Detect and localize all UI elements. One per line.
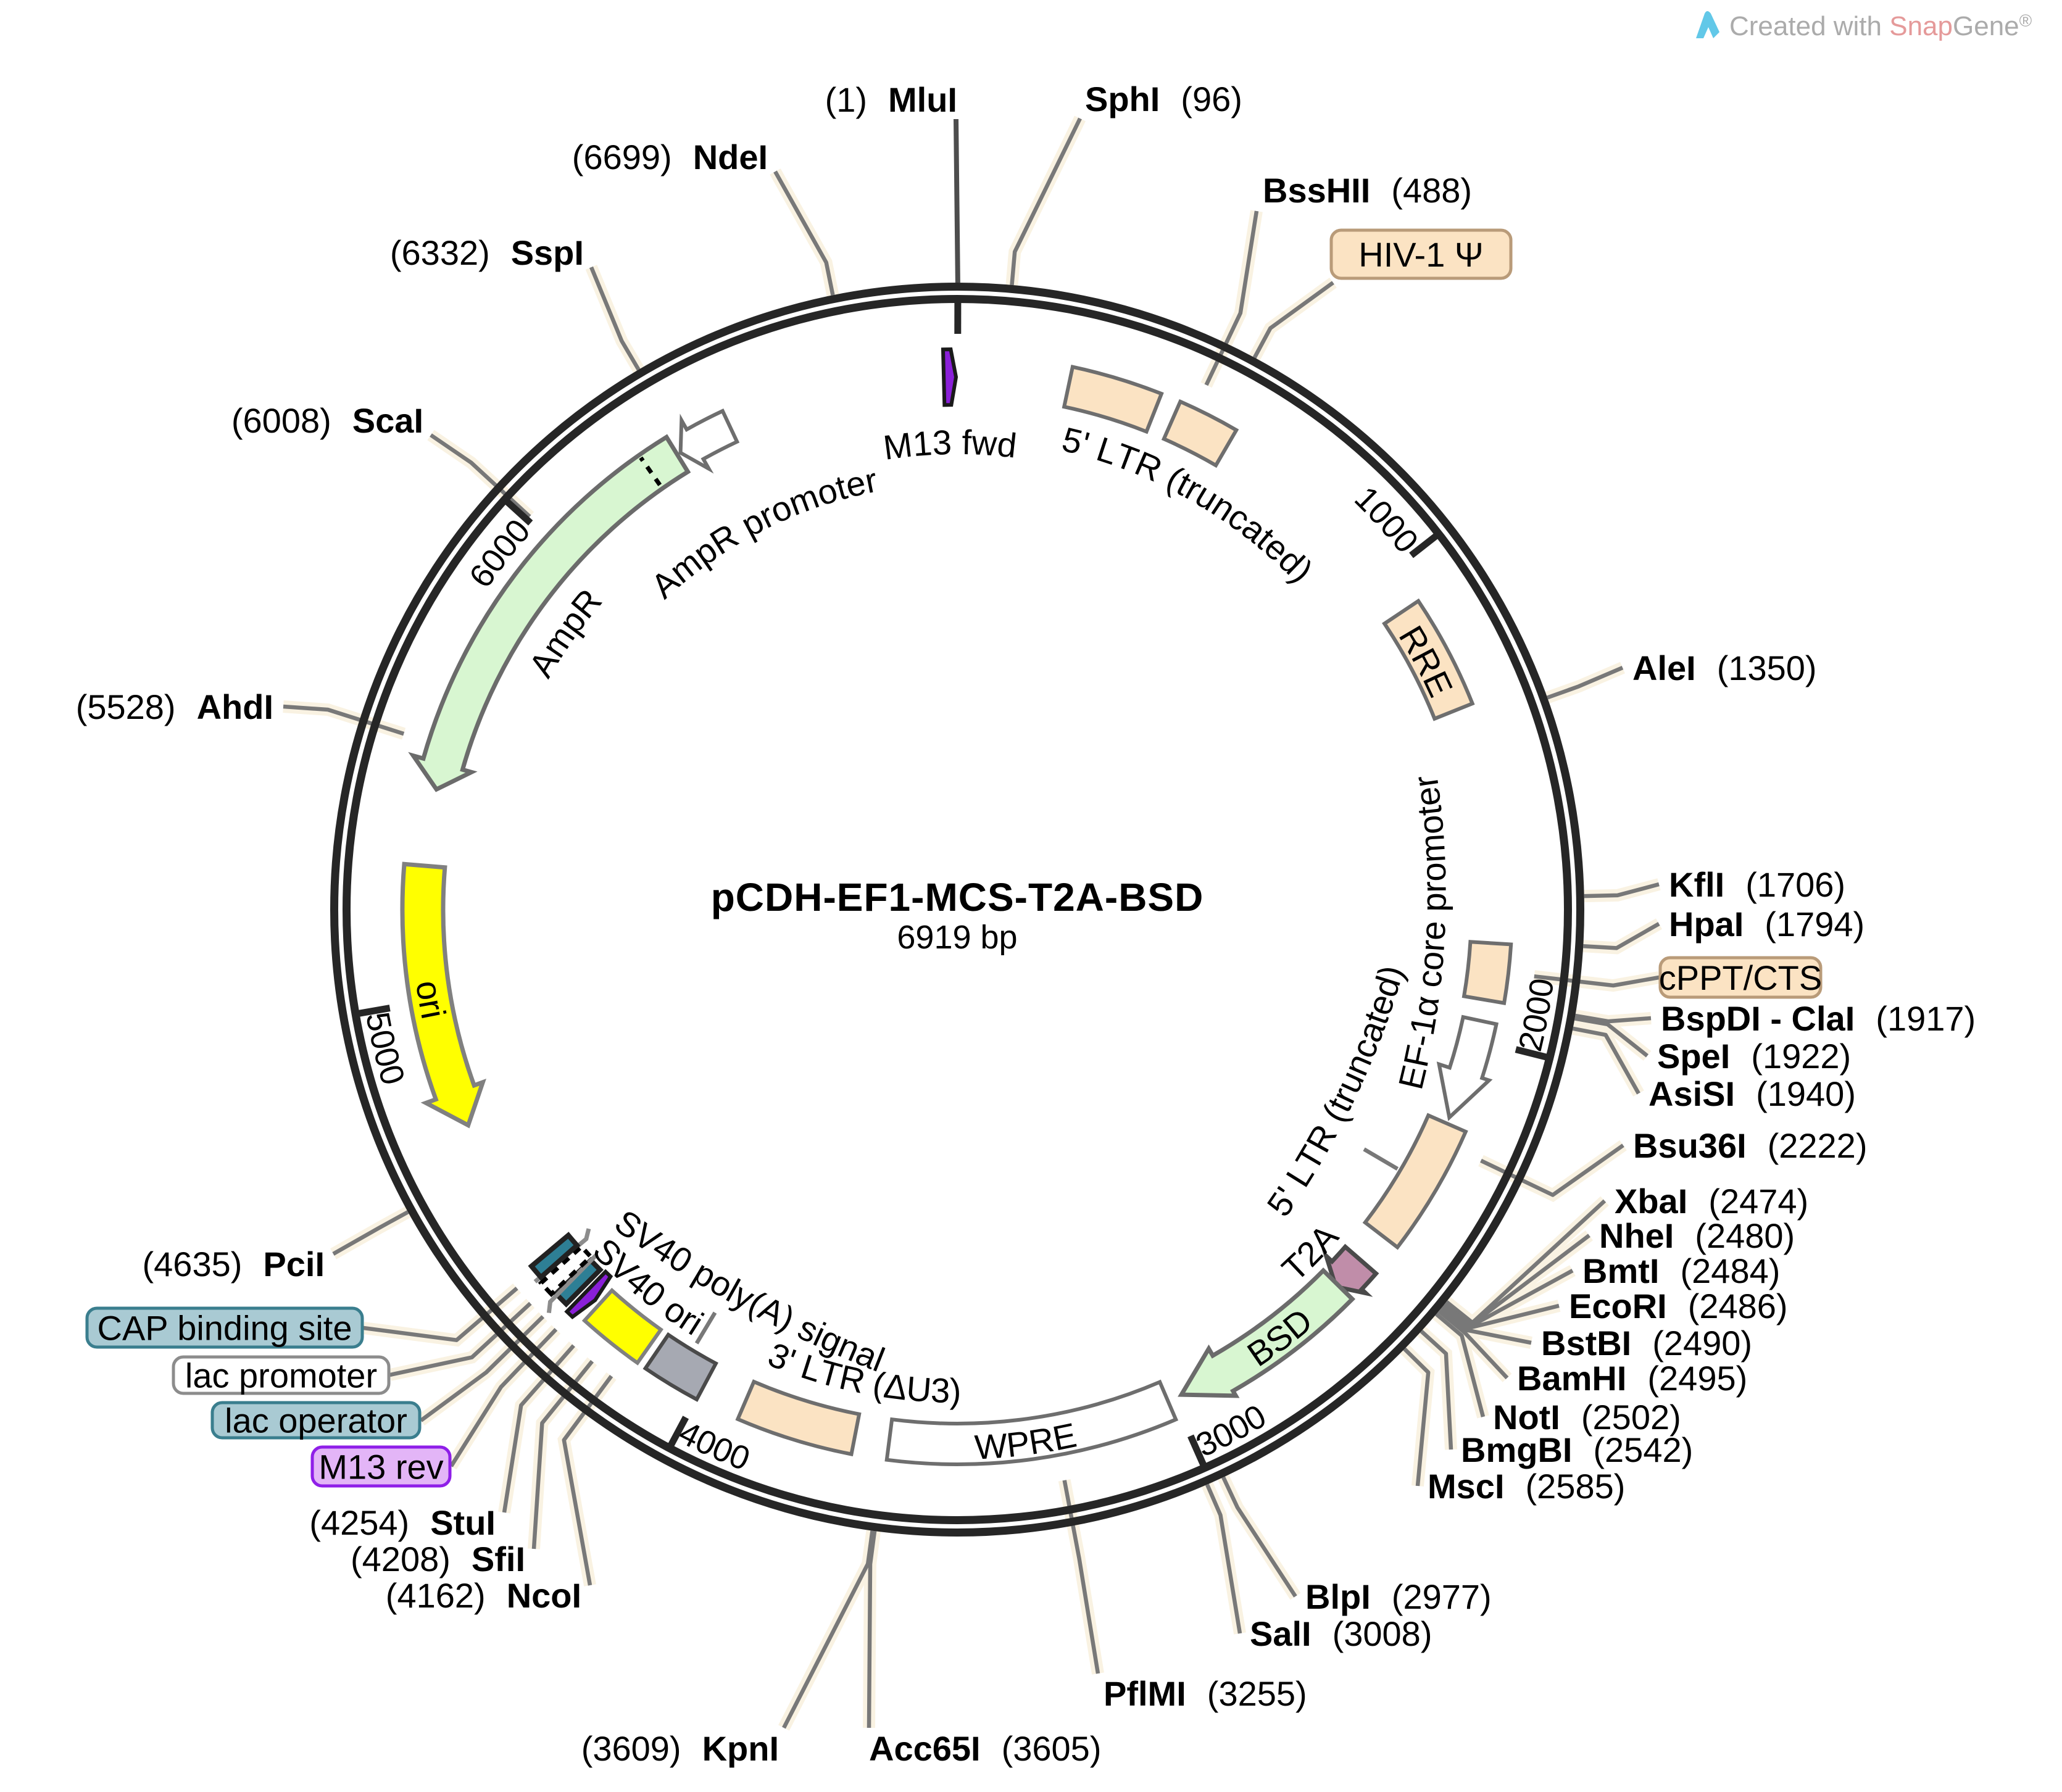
svg-text:MscI: MscI — [1428, 1467, 1505, 1506]
svg-text:BmgBI: BmgBI — [1461, 1430, 1572, 1469]
svg-text:SspI: SspI — [511, 233, 584, 272]
svg-text:1: 1 — [912, 423, 934, 463]
svg-text:(2977): (2977) — [1392, 1577, 1492, 1616]
svg-text:Created with SnapGene®: Created with SnapGene® — [1729, 11, 2032, 41]
svg-text:o: o — [1411, 950, 1451, 972]
svg-text:(1): (1) — [825, 80, 867, 119]
svg-text:NcoI: NcoI — [507, 1576, 581, 1615]
svg-text:o: o — [1414, 862, 1453, 882]
svg-text:3: 3 — [932, 423, 952, 462]
svg-text:NdeI: NdeI — [693, 138, 768, 176]
svg-text:M: M — [881, 425, 915, 467]
svg-text:M13 rev: M13 rev — [318, 1448, 443, 1487]
svg-text:(3008): (3008) — [1332, 1614, 1432, 1653]
svg-text:e: e — [1413, 920, 1453, 941]
svg-text:NotI: NotI — [1493, 1398, 1560, 1437]
svg-text:Bsu36I: Bsu36I — [1633, 1126, 1747, 1165]
svg-text:CAP binding site: CAP binding site — [98, 1309, 352, 1348]
svg-text:(488): (488) — [1391, 171, 1472, 210]
svg-text:BssHII: BssHII — [1263, 171, 1370, 210]
svg-text:ScaI: ScaI — [352, 401, 423, 440]
svg-text:BstBI: BstBI — [1541, 1324, 1631, 1363]
svg-text:(2542): (2542) — [1593, 1430, 1693, 1469]
svg-text:(4635): (4635) — [143, 1245, 243, 1284]
svg-text:(4208): (4208) — [351, 1540, 451, 1578]
svg-text:pCDH-EF1-MCS-T2A-BSD: pCDH-EF1-MCS-T2A-BSD — [711, 875, 1204, 919]
svg-text:AsiSI: AsiSI — [1648, 1074, 1735, 1113]
svg-text:EcoRI: EcoRI — [1569, 1287, 1667, 1325]
svg-text:(6699): (6699) — [572, 138, 672, 176]
svg-text:r: r — [1412, 939, 1452, 953]
svg-text:(2495): (2495) — [1647, 1359, 1747, 1398]
svg-text:KflI: KflI — [1669, 865, 1724, 904]
svg-text:(1350): (1350) — [1717, 649, 1817, 687]
svg-text:(2585): (2585) — [1526, 1467, 1626, 1506]
svg-text:NheI: NheI — [1599, 1216, 1674, 1255]
svg-text:3: 3 — [930, 1371, 950, 1410]
svg-text:lac promoter: lac promoter — [185, 1356, 377, 1395]
svg-text:(6332): (6332) — [390, 233, 490, 272]
svg-text:(6008): (6008) — [231, 401, 331, 440]
svg-text:(1922): (1922) — [1751, 1037, 1851, 1076]
svg-text:R: R — [1026, 1419, 1057, 1462]
svg-text:BlpI: BlpI — [1305, 1577, 1371, 1616]
svg-text:(2484): (2484) — [1681, 1251, 1781, 1290]
svg-text:U: U — [905, 1369, 933, 1409]
svg-text:BspDI - ClaI: BspDI - ClaI — [1661, 999, 1855, 1038]
svg-text:6919 bp: 6919 bp — [897, 919, 1017, 956]
svg-text:XbaI: XbaI — [1615, 1182, 1687, 1221]
svg-text:Acc65I: Acc65I — [869, 1729, 981, 1768]
svg-text:(2222): (2222) — [1768, 1126, 1868, 1165]
svg-text:(2490): (2490) — [1652, 1324, 1752, 1363]
svg-text:(4254): (4254) — [309, 1503, 409, 1542]
svg-text:(2474): (2474) — [1708, 1182, 1808, 1221]
svg-text:HIV-1 Ψ: HIV-1 Ψ — [1358, 235, 1483, 274]
svg-text:(5528): (5528) — [76, 687, 176, 726]
svg-text:(3255): (3255) — [1207, 1674, 1307, 1713]
svg-text:r: r — [1415, 881, 1453, 893]
svg-text:(1794): (1794) — [1765, 905, 1865, 944]
svg-text:lac operator: lac operator — [225, 1401, 407, 1440]
svg-text:t: t — [1410, 803, 1449, 818]
svg-text:BmtI: BmtI — [1582, 1251, 1659, 1290]
svg-text:BamHI: BamHI — [1517, 1359, 1626, 1398]
svg-text:(2480): (2480) — [1695, 1216, 1795, 1255]
svg-text:m: m — [1412, 833, 1453, 864]
svg-text:(3609): (3609) — [581, 1729, 681, 1768]
svg-text:Δ: Δ — [882, 1366, 910, 1407]
svg-text:AhdI: AhdI — [197, 687, 273, 726]
svg-text:(1940): (1940) — [1756, 1074, 1856, 1113]
svg-text:PflMI: PflMI — [1104, 1674, 1186, 1713]
svg-text:f: f — [962, 423, 972, 462]
svg-text:SphI: SphI — [1085, 80, 1160, 118]
svg-text:(1706): (1706) — [1745, 865, 1845, 904]
svg-text:SalI: SalI — [1250, 1614, 1312, 1653]
svg-text:(3605): (3605) — [1002, 1729, 1102, 1768]
svg-text:HpaI: HpaI — [1669, 905, 1744, 944]
svg-text:(1917): (1917) — [1876, 999, 1976, 1038]
svg-text:KpnI: KpnI — [702, 1729, 779, 1768]
svg-text:P: P — [1004, 1424, 1031, 1465]
svg-text:(2502): (2502) — [1581, 1398, 1681, 1437]
svg-text:(4162): (4162) — [386, 1576, 486, 1615]
svg-text:): ) — [950, 1371, 962, 1410]
svg-text:cPPT/CTS: cPPT/CTS — [1659, 958, 1822, 997]
svg-text:(2486): (2486) — [1688, 1287, 1788, 1325]
svg-text:e: e — [1407, 784, 1448, 808]
svg-text:o: o — [1410, 813, 1450, 836]
svg-text:p: p — [1414, 892, 1453, 912]
svg-text:PciI: PciI — [263, 1245, 325, 1284]
svg-text:MluI: MluI — [888, 80, 957, 119]
svg-text:StuI: StuI — [430, 1503, 496, 1542]
svg-text:d: d — [996, 425, 1019, 465]
svg-text:(96): (96) — [1181, 80, 1242, 118]
svg-text:SfiI: SfiI — [472, 1540, 525, 1578]
svg-text:AleI: AleI — [1632, 649, 1696, 687]
svg-text:c: c — [1409, 968, 1450, 990]
svg-text:W: W — [973, 1426, 1008, 1467]
svg-text:SpeI: SpeI — [1657, 1037, 1730, 1076]
svg-text:w: w — [970, 423, 999, 463]
